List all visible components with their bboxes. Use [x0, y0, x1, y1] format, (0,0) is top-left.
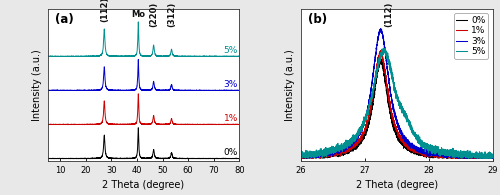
Text: 3%: 3%	[224, 80, 238, 89]
Text: 5%: 5%	[224, 46, 238, 55]
5%	[320, 150, 326, 152]
1%	[331, 152, 337, 155]
5%	[380, 49, 386, 51]
3%	[372, 63, 378, 65]
3%	[465, 155, 471, 158]
1%	[378, 49, 384, 52]
Text: 1%: 1%	[224, 114, 238, 123]
0%	[490, 155, 496, 158]
0%	[380, 65, 386, 67]
0%	[371, 92, 377, 95]
1%	[486, 157, 492, 159]
1%	[490, 156, 496, 159]
5%	[302, 157, 308, 159]
1%	[299, 157, 305, 159]
Line: 0%: 0%	[300, 58, 492, 158]
1%	[372, 85, 378, 87]
3%	[320, 151, 326, 153]
1%	[320, 155, 326, 157]
X-axis label: 2 Theta (degree): 2 Theta (degree)	[102, 180, 184, 190]
0%	[320, 157, 326, 159]
Y-axis label: Intensity (a.u.): Intensity (a.u.)	[285, 49, 295, 121]
Text: (220): (220)	[149, 2, 158, 27]
3%	[300, 157, 306, 159]
1%	[465, 157, 471, 159]
Text: (b): (b)	[308, 13, 328, 26]
3%	[331, 150, 337, 152]
Text: 0%: 0%	[224, 148, 238, 157]
3%	[298, 156, 304, 158]
5%	[372, 83, 378, 85]
Text: (112): (112)	[384, 1, 394, 27]
Line: 5%: 5%	[300, 49, 492, 158]
5%	[298, 154, 304, 157]
Text: (112): (112)	[100, 0, 110, 22]
Legend: 0%, 1%, 3%, 5%: 0%, 1%, 3%, 5%	[454, 13, 488, 59]
Y-axis label: Intensity (a.u.): Intensity (a.u.)	[32, 49, 42, 121]
3%	[378, 27, 384, 30]
X-axis label: 2 Theta (degree): 2 Theta (degree)	[356, 180, 438, 190]
5%	[331, 149, 337, 151]
5%	[486, 157, 492, 159]
0%	[378, 57, 384, 59]
Text: (a): (a)	[55, 13, 74, 26]
Text: (312): (312)	[167, 2, 176, 27]
5%	[380, 47, 386, 50]
1%	[380, 55, 386, 58]
3%	[486, 155, 492, 157]
1%	[298, 155, 304, 158]
5%	[465, 156, 471, 159]
0%	[486, 156, 492, 158]
0%	[465, 157, 471, 159]
5%	[490, 153, 496, 155]
Line: 1%: 1%	[300, 51, 492, 158]
0%	[298, 157, 304, 159]
3%	[380, 36, 386, 39]
Line: 3%: 3%	[300, 29, 492, 158]
Text: Mo: Mo	[132, 10, 145, 19]
3%	[490, 154, 496, 156]
0%	[331, 154, 337, 157]
